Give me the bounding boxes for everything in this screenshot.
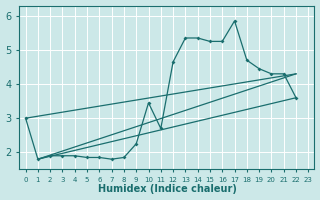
X-axis label: Humidex (Indice chaleur): Humidex (Indice chaleur)	[98, 184, 236, 194]
